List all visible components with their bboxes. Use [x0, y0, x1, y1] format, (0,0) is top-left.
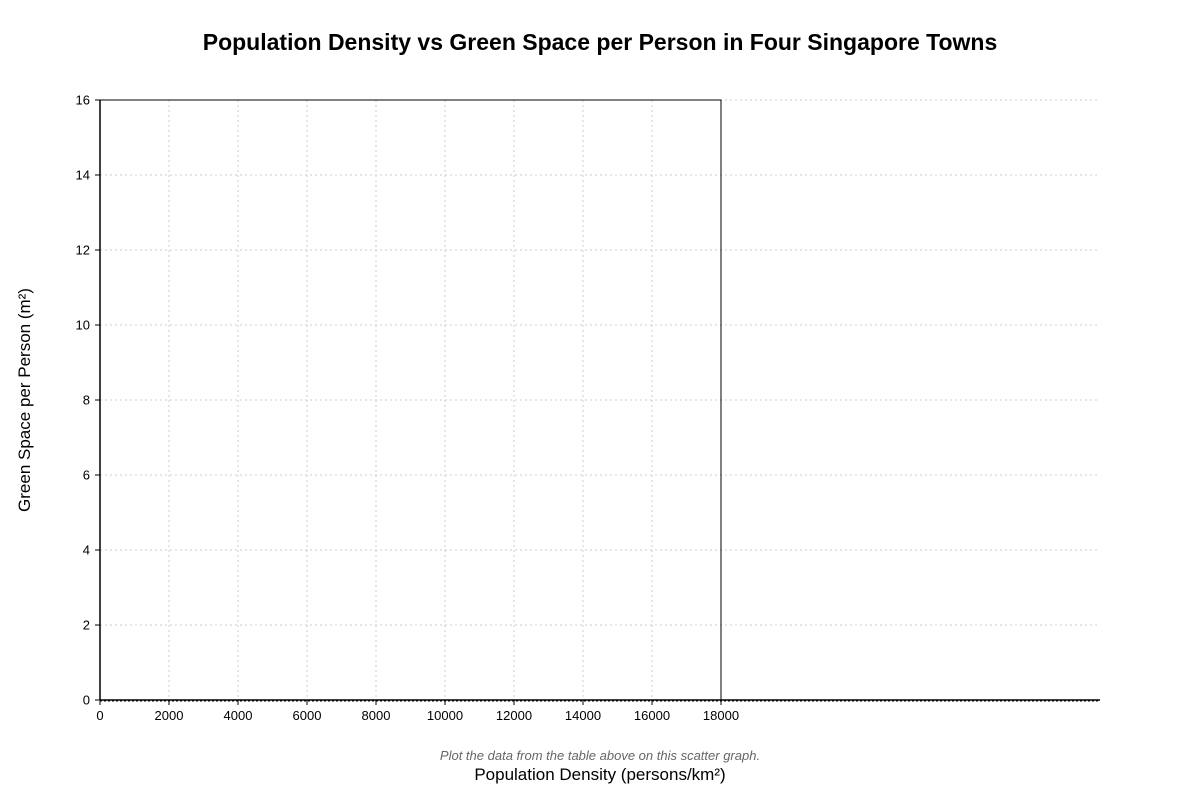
x-tick-label-7: 14000 [565, 708, 601, 723]
instruction-note: Plot the data from the table above on th… [440, 748, 760, 763]
y-tick-label-2: 4 [83, 543, 90, 558]
chart-title: Population Density vs Green Space per Pe… [203, 29, 998, 55]
y-tick-label-6: 12 [76, 243, 90, 258]
y-tick-label-3: 6 [83, 468, 90, 483]
y-tick-label-5: 10 [76, 318, 90, 333]
x-tick-label-5: 10000 [427, 708, 463, 723]
x-tick-label-1: 2000 [155, 708, 184, 723]
y-tick-label-4: 8 [83, 393, 90, 408]
grid-lines [99, 99, 1100, 701]
x-axis-label: Population Density (persons/km²) [474, 765, 725, 784]
x-tick-label-0: 0 [96, 708, 103, 723]
y-tick-label-8: 16 [76, 93, 90, 108]
y-tick-label-7: 14 [76, 168, 90, 183]
x-axis-ticks: 0 2000 4000 6000 8000 10000 12000 14000 16000 180… [96, 700, 739, 723]
y-tick-label-1: 2 [83, 618, 90, 633]
y-axis-label: Green Space per Person (m²) [15, 288, 34, 512]
x-tick-label-9: 18000 [703, 708, 739, 723]
x-tick-label-8: 16000 [634, 708, 670, 723]
x-tick-label-6: 12000 [496, 708, 532, 723]
x-tick-label-4: 8000 [362, 708, 391, 723]
x-tick-label-2: 4000 [224, 708, 253, 723]
y-axis-ticks: 0 2 4 6 8 10 12 14 16 [76, 93, 100, 708]
x-tick-label-3: 6000 [293, 708, 322, 723]
y-tick-label-0: 0 [83, 693, 90, 708]
